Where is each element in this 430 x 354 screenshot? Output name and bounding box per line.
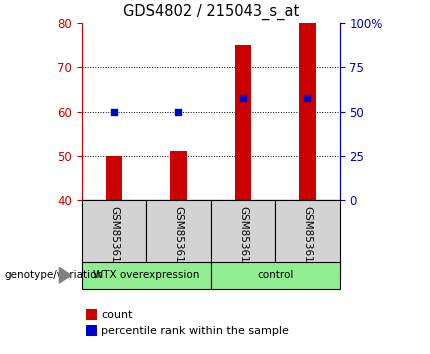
Point bbox=[240, 96, 246, 101]
Bar bbox=[211, 200, 275, 278]
Title: GDS4802 / 215043_s_at: GDS4802 / 215043_s_at bbox=[123, 4, 299, 20]
Point bbox=[304, 96, 311, 101]
Bar bbox=[106, 156, 122, 200]
Point bbox=[175, 109, 182, 114]
Bar bbox=[299, 23, 316, 200]
Bar bbox=[82, 200, 146, 278]
Bar bbox=[146, 200, 211, 278]
Text: WTX overexpression: WTX overexpression bbox=[93, 270, 200, 280]
Bar bbox=[275, 200, 340, 278]
Text: percentile rank within the sample: percentile rank within the sample bbox=[101, 326, 289, 336]
Bar bbox=[170, 152, 187, 200]
Text: genotype/variation: genotype/variation bbox=[4, 270, 104, 280]
Text: GSM853614: GSM853614 bbox=[302, 206, 313, 269]
Text: GSM853613: GSM853613 bbox=[173, 206, 184, 269]
Bar bbox=[235, 45, 251, 200]
Text: GSM853611: GSM853611 bbox=[109, 206, 119, 269]
Bar bbox=[82, 262, 211, 289]
Point bbox=[111, 109, 117, 114]
Text: control: control bbox=[257, 270, 293, 280]
Text: GSM853612: GSM853612 bbox=[238, 206, 248, 269]
Text: count: count bbox=[101, 310, 132, 320]
Bar bbox=[211, 262, 340, 289]
